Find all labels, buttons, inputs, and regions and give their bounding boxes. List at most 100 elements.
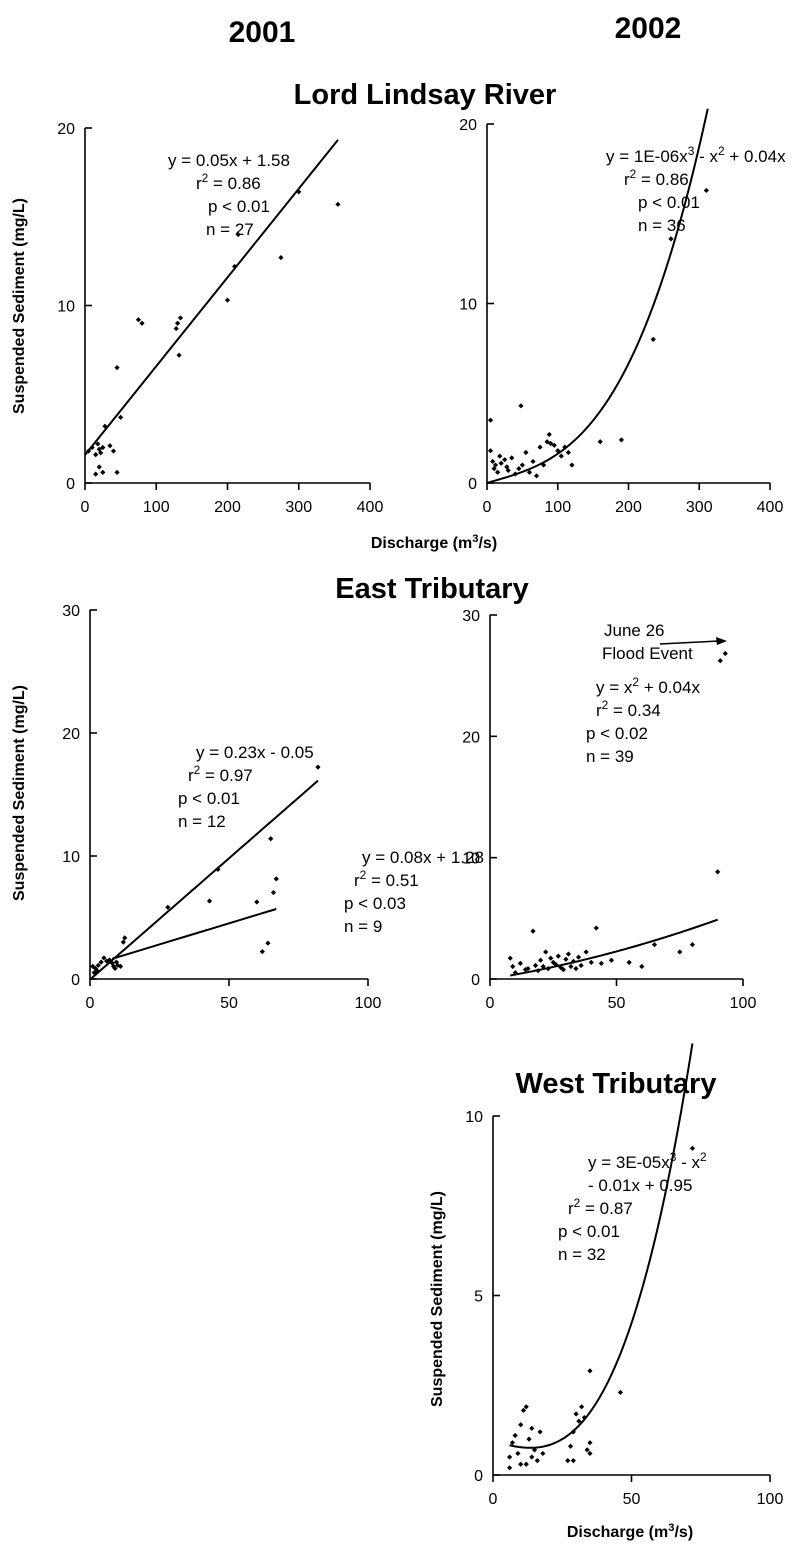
fit-annotation: n = 36: [638, 216, 686, 235]
data-point: [113, 959, 120, 965]
data-point: [567, 1443, 574, 1449]
x-tick-label: 50: [623, 1491, 641, 1508]
data-point: [89, 444, 95, 451]
data-point: [518, 403, 524, 409]
data-point: [617, 1389, 624, 1396]
data-point: [112, 965, 118, 972]
x-tick-label: 200: [615, 499, 642, 516]
y-tick-label: 20: [459, 117, 477, 134]
fit-annotation: r2 = 0.97: [188, 763, 253, 785]
data-point: [96, 446, 102, 452]
fit-annotation: n = 39: [586, 747, 634, 766]
data-point: [587, 1450, 593, 1457]
data-point: [526, 469, 533, 475]
data-point: [532, 962, 539, 969]
data-point: [715, 869, 721, 875]
data-point: [526, 1436, 532, 1442]
fit-line: [84, 139, 339, 456]
x-tick-label: 300: [285, 499, 312, 516]
data-point: [597, 439, 603, 445]
y-tick-label: 10: [57, 299, 75, 316]
fit-annotation: - 0.01x + 0.95: [588, 1176, 692, 1195]
data-point: [523, 1461, 529, 1467]
data-point: [510, 963, 516, 970]
data-point: [91, 970, 97, 976]
fit-annotation: p < 0.01: [178, 789, 240, 808]
data-point: [487, 417, 494, 423]
data-point: [548, 955, 554, 961]
data-point: [206, 898, 213, 904]
data-point: [522, 967, 529, 973]
x-tick-label: 0: [483, 499, 492, 516]
data-point: [565, 449, 571, 456]
data-point: [548, 440, 554, 447]
data-point: [587, 1368, 593, 1374]
flood-event-callout: Flood Event: [602, 644, 693, 663]
year-header-2001: 2001: [229, 16, 296, 49]
data-point: [569, 462, 575, 468]
data-point: [573, 966, 579, 972]
y-tick-label: 0: [468, 476, 477, 493]
data-point: [235, 231, 241, 238]
data-point: [565, 1458, 571, 1464]
data-point: [512, 970, 518, 976]
data-point: [570, 1458, 576, 1464]
x-tick-label: 50: [608, 995, 626, 1012]
data-point: [507, 1465, 513, 1471]
y-tick-label: 20: [57, 121, 75, 138]
fit-annotation: n = 12: [178, 812, 226, 831]
y-axis-label: Suspended Sediment (mg/L): [429, 1191, 446, 1407]
data-point: [534, 1458, 540, 1464]
x-tick-label: 200: [214, 499, 241, 516]
data-point: [122, 935, 128, 941]
data-point: [515, 1450, 521, 1457]
data-point: [90, 963, 96, 969]
data-point: [491, 466, 497, 472]
data-point: [668, 236, 674, 242]
year-header-2002: 2002: [615, 12, 682, 45]
y-tick-label: 5: [474, 1289, 483, 1306]
data-point: [100, 444, 106, 451]
data-point: [254, 899, 260, 905]
data-point: [540, 1450, 546, 1457]
data-point: [106, 957, 113, 963]
data-point: [94, 967, 100, 974]
data-point: [497, 453, 503, 459]
data-point: [232, 263, 238, 270]
data-point: [173, 325, 179, 332]
y-tick-label: 20: [462, 729, 480, 746]
data-point: [165, 904, 171, 910]
data-point: [509, 455, 515, 461]
data-point: [176, 352, 182, 358]
data-point: [535, 968, 541, 974]
data-point: [560, 967, 566, 973]
data-point: [537, 1429, 543, 1435]
data-point: [598, 960, 604, 966]
data-point: [518, 1461, 524, 1467]
data-point: [519, 462, 525, 468]
data-point: [525, 966, 531, 972]
data-point: [581, 1414, 588, 1421]
data-point: [537, 444, 543, 450]
fit-annotation: p < 0.01: [558, 1222, 620, 1241]
fit-annotation: y = 1E-06x3 - x2 + 0.04x: [606, 144, 786, 166]
fit-annotation: y = 0.23x - 0.05: [196, 743, 314, 762]
data-point: [175, 320, 181, 326]
data-point: [584, 1447, 590, 1453]
data-point: [114, 469, 120, 475]
section-title-lord-lindsay: Lord Lindsay River: [294, 79, 557, 111]
data-point: [107, 443, 113, 449]
data-point: [651, 942, 658, 948]
data-point: [650, 336, 656, 342]
data-point: [502, 457, 508, 463]
data-point: [553, 961, 559, 968]
data-point: [118, 414, 124, 420]
data-point: [538, 957, 544, 963]
y-tick-label: 0: [471, 972, 480, 989]
data-point: [583, 949, 589, 955]
fit-annotation: p < 0.01: [208, 197, 270, 216]
data-point: [568, 963, 574, 970]
